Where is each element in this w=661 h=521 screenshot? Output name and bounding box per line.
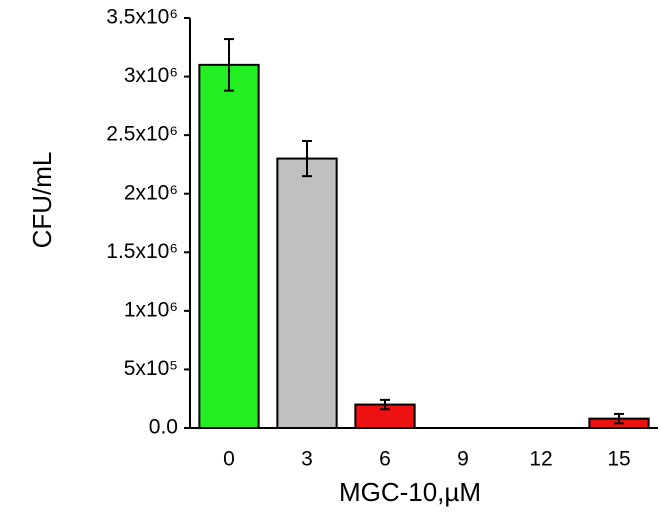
y-tick-label: 3x10⁶: [124, 64, 178, 87]
error-bar: [614, 412, 624, 425]
y-tick-label: 5x10⁵: [124, 357, 178, 380]
y-tick-label: 3.5x10⁶: [106, 6, 178, 29]
x-tick-label: 12: [529, 448, 552, 471]
y-tick-label: 1.5x10⁶: [106, 240, 178, 263]
y-tick-label: 0.0: [149, 416, 178, 439]
y-tick-label: 2x10⁶: [124, 181, 178, 204]
y-tick-label: 1x10⁶: [124, 298, 178, 321]
y-axis-label: CFU/mL: [27, 152, 57, 249]
bar: [276, 157, 338, 429]
x-tick-label: 0: [223, 448, 235, 471]
bar: [198, 63, 260, 429]
error-bar: [224, 38, 234, 92]
error-bar: [302, 140, 312, 178]
y-tick-label: 2.5x10⁶: [106, 123, 178, 146]
x-tick-label: 15: [607, 448, 630, 471]
x-tick-label: 6: [379, 448, 391, 471]
x-tick-label: 9: [457, 448, 469, 471]
error-bar: [380, 398, 390, 411]
x-axis-label: MGC-10,µM: [339, 477, 481, 507]
x-tick-label: 3: [301, 448, 313, 471]
